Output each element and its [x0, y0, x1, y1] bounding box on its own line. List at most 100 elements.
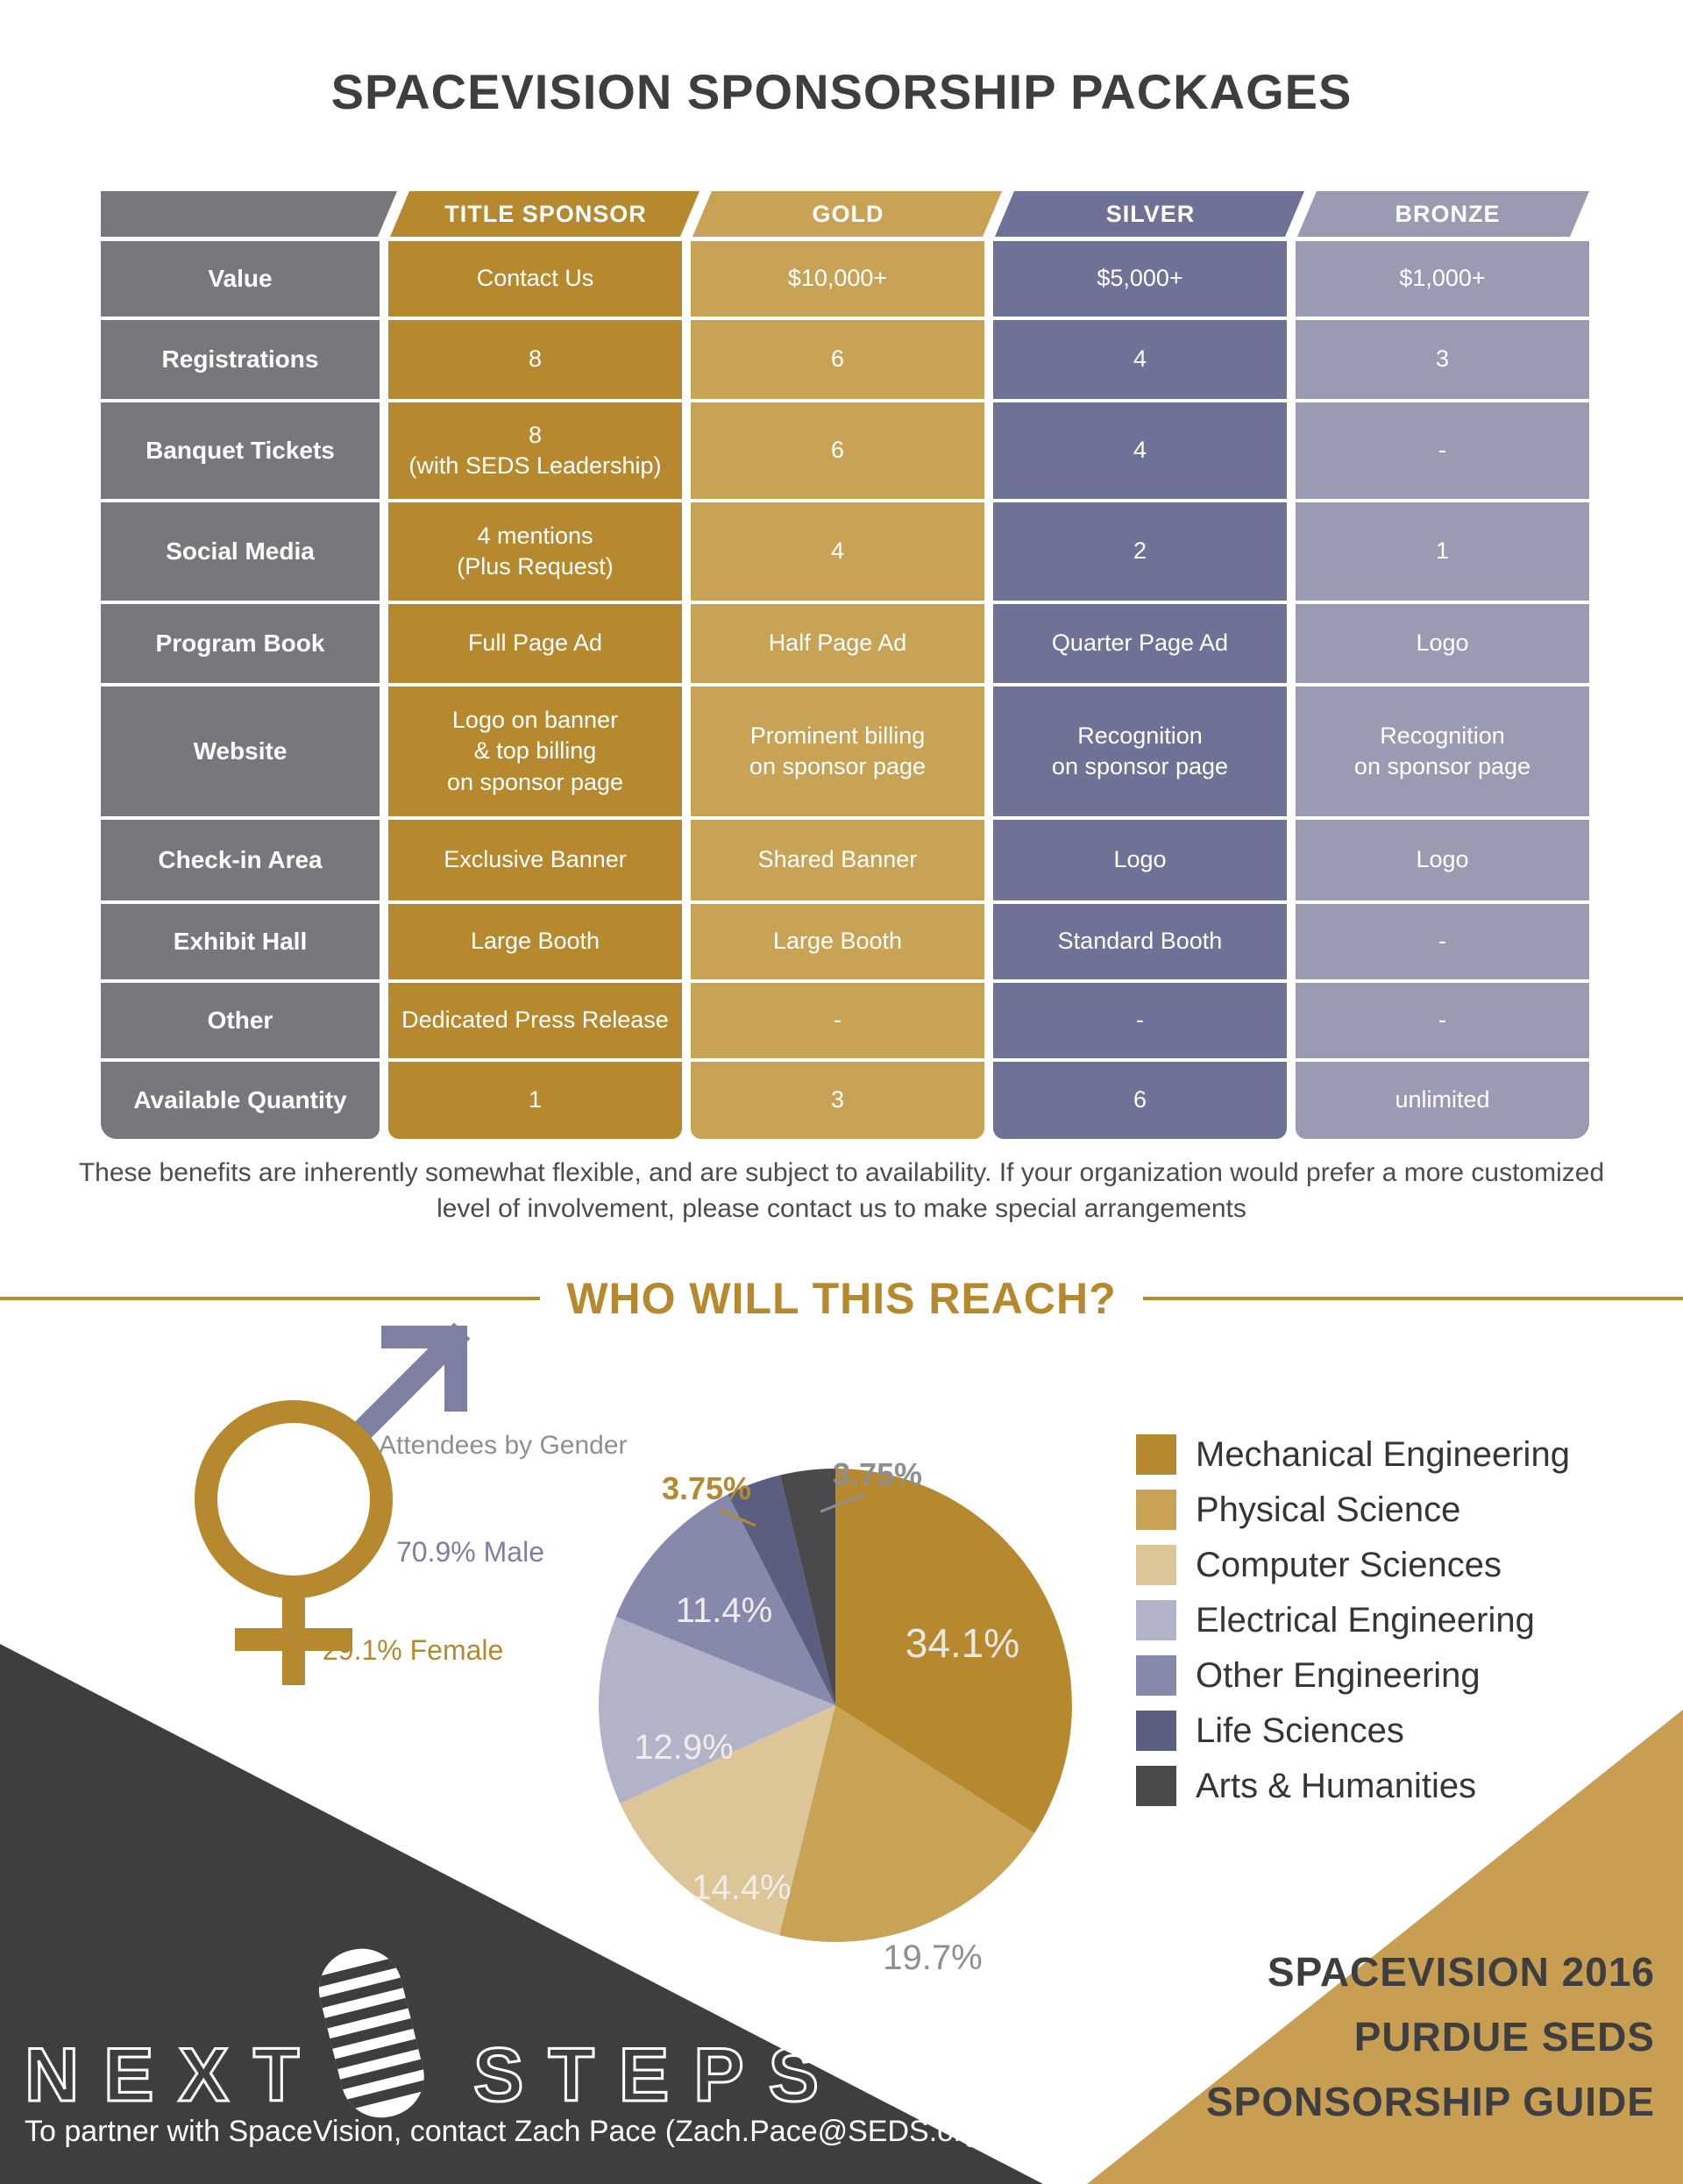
table-cell: 3: [1296, 320, 1589, 399]
pie-slice-arts-humanities: [780, 1469, 835, 1705]
table-body: Value Contact Us $10,000+ $5,000+ $1,000…: [101, 241, 1589, 1139]
table-cell: Recognition on sponsor page: [993, 687, 1287, 816]
pie-slice-physical-science: [779, 1705, 1034, 1942]
table-cell: Full Page Ad: [388, 604, 682, 683]
table-row-label: Other: [101, 983, 380, 1058]
divider-line: [0, 1297, 541, 1300]
table-cell: 6: [691, 402, 984, 499]
legend-swatch: [1136, 1434, 1176, 1475]
label-leader-line: [820, 1492, 867, 1513]
gender-male-stat: 70.9% Male: [396, 1536, 544, 1568]
table-cell: 6: [993, 1062, 1287, 1139]
brand-line: SPONSORSHIP GUIDE: [1205, 2079, 1655, 2124]
table-row-label: Check-in Area: [101, 820, 380, 900]
table-cell: Logo: [993, 820, 1287, 900]
table-cell: $5,000+: [993, 241, 1287, 317]
brand-block: SPACEVISION 2016 PURDUE SEDS SPONSORSHIP…: [1206, 1939, 1655, 2134]
brand-line: SPACEVISION 2016: [1267, 1949, 1655, 1995]
contact-line: To partner with SpaceVision, contact Zac…: [25, 2115, 991, 2148]
table-row-label: Website: [101, 687, 380, 816]
table-cell: -: [1296, 983, 1589, 1058]
legend-item: Electrical Engineering: [1136, 1600, 1570, 1640]
gender-symbol-icon: [195, 1322, 471, 1685]
legend-swatch: [1136, 1600, 1176, 1640]
section-title: WHO WILL THIS REACH?: [566, 1274, 1117, 1323]
legend-swatch: [1136, 1545, 1176, 1585]
label-leader-line: [718, 1508, 756, 1527]
legend-label: Computer Sciences: [1196, 1545, 1502, 1584]
table-cell: Dedicated Press Release: [388, 983, 682, 1058]
pie-slice-computer-sciences: [620, 1705, 835, 1936]
column-header-gold: GOLD: [812, 201, 884, 227]
table-cell: Logo: [1296, 604, 1589, 683]
pie-legend: Mechanical Engineering Physical Science …: [1136, 1434, 1570, 1821]
table-row-label: Registrations: [101, 320, 380, 399]
brand-line: PURDUE SEDS: [1353, 2014, 1655, 2060]
legend-swatch: [1136, 1655, 1176, 1696]
flexibility-note: These benefits are inherently somewhat f…: [78, 1158, 1605, 1223]
pie-slice-life-sciences: [728, 1475, 835, 1705]
table-cell: Standard Booth: [993, 904, 1287, 979]
table-cell: 8: [388, 320, 682, 399]
legend-swatch: [1136, 1766, 1176, 1806]
pie-slice-electrical-engineering: [599, 1617, 835, 1803]
table-cell: Recognition on sponsor page: [1296, 687, 1589, 816]
table-cell: unlimited: [1296, 1062, 1589, 1139]
page-title: SPACEVISION SPONSORSHIP PACKAGES: [330, 64, 1353, 119]
pie-slice-mechanical-engineering: [835, 1469, 1072, 1834]
table-cell: Half Page Ad: [691, 604, 984, 683]
table-row-label: Social Media: [101, 502, 380, 601]
table-cell: 4: [993, 320, 1287, 399]
table-cell: -: [993, 983, 1287, 1058]
legend-item: Other Engineering: [1136, 1655, 1570, 1696]
table-cell: 1: [1296, 502, 1589, 601]
table-cell: 6: [691, 320, 984, 399]
table-cell: 4 mentions (Plus Request): [388, 502, 682, 601]
table-cell: Logo: [1296, 820, 1589, 900]
pie-value-label: 14.4%: [692, 1868, 791, 1907]
pie-value-label: 34.1%: [905, 1620, 1019, 1666]
legend-label: Mechanical Engineering: [1196, 1434, 1570, 1474]
legend-item: Physical Science: [1136, 1490, 1570, 1530]
pie-slice-other-engineering: [615, 1494, 835, 1705]
legend-item: Arts & Humanities: [1136, 1766, 1570, 1806]
table-cell: Quarter Page Ad: [993, 604, 1287, 683]
table-cell: 8 (with SEDS Leadership): [388, 402, 682, 499]
column-header-silver: SILVER: [1105, 201, 1196, 227]
table-cell: 1: [388, 1062, 682, 1139]
pie-value-label: 12.9%: [634, 1728, 733, 1767]
legend-label: Other Engineering: [1196, 1655, 1481, 1695]
legend-item: Life Sciences: [1136, 1711, 1570, 1751]
legend-label: Electrical Engineering: [1196, 1600, 1535, 1640]
table-cell: $1,000+: [1296, 241, 1589, 317]
table-cell: Large Booth: [691, 904, 984, 979]
table-cell: Shared Banner: [691, 820, 984, 900]
pie-value-label: 11.4%: [676, 1591, 772, 1630]
table-cell: Prominent billing on sponsor page: [691, 687, 984, 816]
table-cell: 2: [993, 502, 1287, 601]
gender-caption: Attendees by Gender: [379, 1431, 628, 1460]
next-steps-logo-steps: STEPS: [472, 2032, 843, 2119]
table-row-label: Value: [101, 241, 380, 317]
table-cell: Large Booth: [388, 904, 682, 979]
table-cell: Contact Us: [388, 241, 682, 317]
table-row-label: Exhibit Hall: [101, 904, 380, 979]
legend-swatch: [1136, 1490, 1176, 1530]
table-row-label: Available Quantity: [101, 1062, 380, 1139]
attendees-pie-chart: 34.1% 19.7% 14.4% 12.9% 11.4% 3.75% 3.75…: [599, 1456, 1072, 1977]
legend-item: Mechanical Engineering: [1136, 1434, 1570, 1475]
divider-line: [1142, 1297, 1683, 1300]
column-header-title-sponsor: TITLE SPONSOR: [444, 201, 647, 227]
table-cell: -: [691, 983, 984, 1058]
table-cell: 4: [993, 402, 1287, 499]
bootprint-icon: [310, 1948, 433, 2118]
table-cell: $10,000+: [691, 241, 984, 317]
legend-item: Computer Sciences: [1136, 1545, 1570, 1585]
next-steps-logo-next: NEXT: [23, 2032, 324, 2119]
table-cell: 4: [691, 502, 984, 601]
table-row-label: Banquet Tickets: [101, 402, 380, 499]
table-cell: -: [1296, 904, 1589, 979]
table-cell: 3: [691, 1062, 984, 1139]
table-row-label: Program Book: [101, 604, 380, 683]
